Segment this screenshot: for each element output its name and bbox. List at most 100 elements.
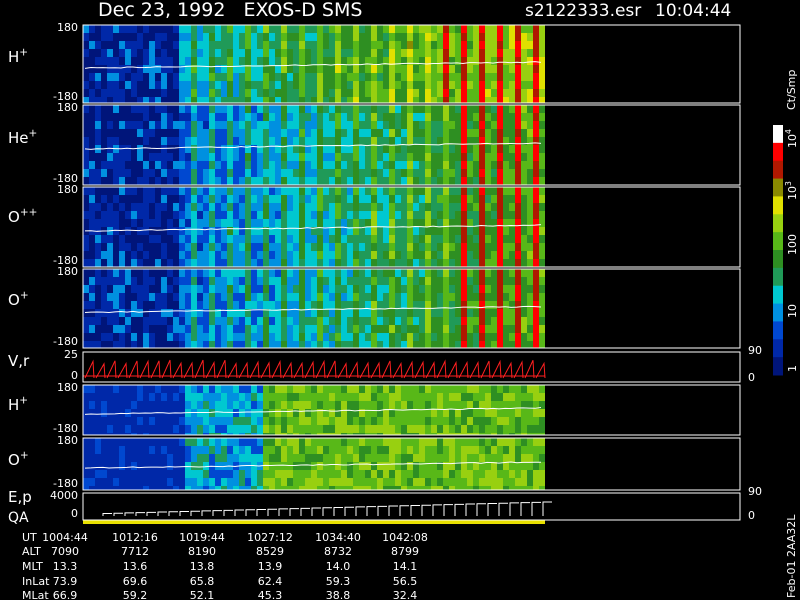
spectrogram-cell <box>461 259 467 267</box>
spectrogram-cell <box>95 385 101 393</box>
spectrogram-cell <box>329 145 335 153</box>
spectrogram-cell <box>395 73 401 81</box>
spectrogram-cell <box>335 401 341 409</box>
spectrogram-cell <box>515 285 521 293</box>
spectrogram-cell <box>305 454 311 462</box>
spectrogram-cell <box>539 486 545 490</box>
spectrogram-cell <box>539 454 545 462</box>
spectrogram-cell <box>149 105 155 113</box>
panel-frame <box>82 24 741 104</box>
spectrogram-cell <box>89 293 95 301</box>
spectrogram-cell <box>95 89 101 97</box>
spectrogram-cell <box>155 478 161 486</box>
spectrogram-cell <box>377 309 383 317</box>
spectrogram-cell <box>269 277 275 285</box>
spectrogram-cell <box>119 161 125 169</box>
spectrogram-cell <box>515 187 521 195</box>
spectrogram-cell <box>299 161 305 169</box>
spectrogram-cell <box>389 121 395 129</box>
spectrogram-cell <box>239 41 245 49</box>
spectrogram-cell <box>329 97 335 103</box>
spectrogram-cell <box>299 97 305 103</box>
spectrogram-cell <box>521 243 527 251</box>
spectrogram-cell <box>347 409 353 417</box>
spectrogram-cell <box>509 187 515 195</box>
spectrogram-cell <box>131 41 137 49</box>
spectrogram-cell <box>107 251 113 259</box>
spectrogram-cell <box>503 277 509 285</box>
spectrogram-cell <box>503 243 509 251</box>
spectrogram-cell <box>323 65 329 73</box>
spectrogram-cell <box>167 309 173 317</box>
spectrogram-cell <box>425 462 431 470</box>
spectrogram-cell <box>173 417 179 425</box>
spectrogram-cell <box>479 425 485 433</box>
spectrogram-cell <box>347 129 353 137</box>
spectrogram-cell <box>413 97 419 103</box>
spectrogram-cell <box>359 277 365 285</box>
spectrogram-cell <box>341 187 347 195</box>
spectrogram-cell <box>125 486 131 490</box>
spectrogram-cell <box>473 49 479 57</box>
spectrogram-cell <box>203 301 209 309</box>
spectrogram-cell <box>353 317 359 325</box>
spectrogram-cell <box>347 211 353 219</box>
spectrogram-cell <box>179 251 185 259</box>
spectrogram-cell <box>335 195 341 203</box>
spectrogram-cell <box>371 203 377 211</box>
spectrogram-cell <box>359 285 365 293</box>
spectrogram-cell <box>143 301 149 309</box>
spectrogram-cell <box>341 385 347 393</box>
spectrogram-cell <box>167 121 173 129</box>
spectrogram-cell <box>497 195 503 203</box>
spectrogram-cell <box>377 325 383 333</box>
spectrogram-cell <box>203 277 209 285</box>
spectrogram-cell <box>443 41 449 49</box>
spectrogram-cell <box>173 121 179 129</box>
spectrogram-cell <box>521 277 527 285</box>
spectrogram-cell <box>155 145 161 153</box>
spectrogram-cell <box>431 227 437 235</box>
spectrogram-cell <box>353 417 359 425</box>
spectrogram-cell <box>395 317 401 325</box>
spectrogram-cell <box>275 203 281 211</box>
spectrogram-cell <box>395 251 401 259</box>
spectrogram-cell <box>101 169 107 177</box>
spectrogram-cell <box>497 137 503 145</box>
spectrogram-cell <box>527 195 533 203</box>
spectrogram-cell <box>449 478 455 486</box>
spectrogram-cell <box>251 285 257 293</box>
spectrogram-cell <box>179 203 185 211</box>
spectrogram-cell <box>239 259 245 267</box>
spectrogram-cell <box>113 161 119 169</box>
spectrogram-cell <box>83 161 89 169</box>
spectrogram-cell <box>263 285 269 293</box>
spectrogram-cell <box>119 219 125 227</box>
spectrogram-cell <box>191 425 197 433</box>
panel <box>82 384 741 436</box>
spectrogram-cell <box>323 438 329 446</box>
spectrogram-cell <box>215 113 221 121</box>
spectrogram-cell <box>407 446 413 454</box>
spectrogram-cell <box>377 177 383 185</box>
spectrogram-cell <box>515 105 521 113</box>
spectrogram-cell <box>395 401 401 409</box>
spectrogram-cell <box>353 325 359 333</box>
spectrogram-cell <box>509 385 515 393</box>
spectrogram-cell <box>527 25 533 33</box>
spectrogram-cell <box>137 269 143 277</box>
spectrogram-cell <box>311 81 317 89</box>
spectrogram-cell <box>173 251 179 259</box>
spectrogram-cell <box>119 401 125 409</box>
spectrogram-cell <box>371 121 377 129</box>
spectrogram-cell <box>461 105 467 113</box>
spectrogram-cell <box>191 49 197 57</box>
spectrogram-cell <box>461 195 467 203</box>
spectrogram-cell <box>269 393 275 401</box>
spectrogram-cell <box>539 121 545 129</box>
spectrogram-cell <box>329 409 335 417</box>
spectrogram-cell <box>245 243 251 251</box>
spectrogram-cell <box>305 145 311 153</box>
spectrogram-cell <box>131 49 137 57</box>
spectrogram-cell <box>347 145 353 153</box>
